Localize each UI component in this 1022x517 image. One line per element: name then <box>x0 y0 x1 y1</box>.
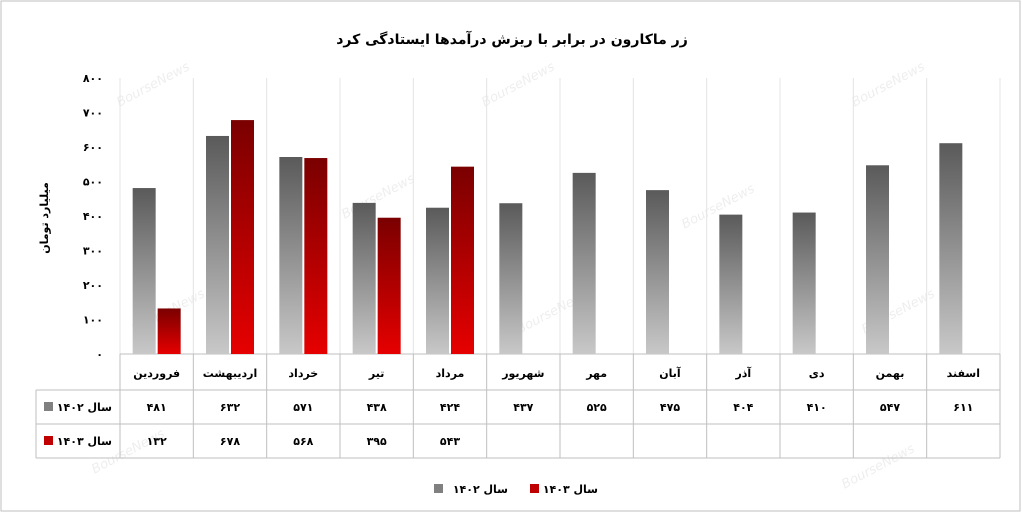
data-label: ۵۷۱ <box>293 401 313 414</box>
bar <box>572 172 596 354</box>
y-tick-label: ۴۰۰ <box>83 210 103 223</box>
x-tick-label: تیر <box>368 367 384 380</box>
bar <box>206 135 229 354</box>
data-label: ۵۲۵ <box>587 401 607 414</box>
data-label: ۵۶۸ <box>293 435 313 448</box>
table-row-label: سال ۱۴۰۳ <box>57 435 112 448</box>
bar <box>132 188 156 354</box>
bar <box>231 120 254 354</box>
bar <box>939 143 963 354</box>
data-label: ۴۱۰ <box>807 401 827 414</box>
x-tick-label: دی <box>809 367 825 380</box>
data-label: ۳۹۵ <box>367 435 387 448</box>
bar <box>377 217 401 354</box>
bar <box>352 202 376 354</box>
y-tick-label: ۵۰۰ <box>83 176 103 189</box>
legend-label: سال ۱۴۰۲ <box>453 483 508 496</box>
bar <box>451 166 474 354</box>
y-tick-label: ۱۰۰ <box>83 314 103 327</box>
bar <box>792 212 816 354</box>
data-label: ۵۴۳ <box>440 435 460 448</box>
bar <box>646 190 669 354</box>
bar <box>719 214 743 354</box>
data-label: ۴۳۸ <box>367 401 387 414</box>
x-tick-label: شهریور <box>501 367 544 380</box>
data-label: ۱۳۲ <box>147 435 167 448</box>
y-tick-label: ۲۰۰ <box>83 279 103 292</box>
data-label: ۴۲۴ <box>440 401 460 414</box>
legend: سال ۱۴۰۳ سال ۱۴۰۲ <box>434 483 598 496</box>
y-tick-layer: ۰ ۱۰۰ ۲۰۰ ۳۰۰ ۴۰۰ ۵۰۰ ۶۰۰ ۷۰۰ ۸۰۰ <box>83 72 103 361</box>
bar <box>499 203 523 354</box>
data-label: ۶۱۱ <box>953 401 973 414</box>
bar <box>426 207 449 354</box>
data-label: ۴۰۴ <box>733 401 753 414</box>
data-label: ۴۳۷ <box>513 401 533 414</box>
y-tick-label: ۶۰۰ <box>83 141 103 154</box>
chart-title: زر ماکارون در برابر با ریزش درآمدها ایست… <box>336 30 688 48</box>
bar <box>157 308 181 354</box>
data-label: ۶۷۸ <box>220 435 240 448</box>
legend-key <box>44 402 53 411</box>
data-label: ۶۳۲ <box>220 401 240 414</box>
legend-swatch <box>530 484 539 493</box>
x-tick-label: خرداد <box>288 367 318 380</box>
bar <box>866 165 889 354</box>
x-tick-label: اردیبهشت <box>203 367 257 380</box>
table-row-label: سال ۱۴۰۲ <box>57 401 112 414</box>
legend-swatch <box>434 484 443 493</box>
x-tick-label: آبان <box>659 366 681 380</box>
x-tick-label: مرداد <box>436 367 465 380</box>
x-tick-label: آذر <box>734 366 751 380</box>
data-label: ۴۸۱ <box>147 401 167 414</box>
y-tick-label: ۳۰۰ <box>83 245 103 258</box>
y-axis-label: میلیارد تومان <box>38 182 51 254</box>
bar <box>279 157 303 354</box>
bars-layer <box>132 120 963 354</box>
data-label: ۵۴۷ <box>880 401 900 414</box>
y-tick-label: ۰ <box>96 348 103 361</box>
x-tick-label: اسفند <box>947 367 980 380</box>
legend-label: سال ۱۴۰۳ <box>543 483 598 496</box>
x-tick-label: مهر <box>585 367 607 380</box>
data-label: ۴۷۵ <box>660 401 680 414</box>
data-table: فروردین اردیبهشت خرداد تیر مرداد شهریور مهر آبا… <box>35 354 1001 459</box>
y-tick-label: ۷۰۰ <box>83 107 103 120</box>
x-tick-label: بهمن <box>876 367 905 380</box>
legend-key <box>44 436 53 445</box>
x-tick-label: فروردین <box>133 367 180 380</box>
y-tick-label: ۸۰۰ <box>83 72 103 85</box>
bar <box>304 158 328 354</box>
